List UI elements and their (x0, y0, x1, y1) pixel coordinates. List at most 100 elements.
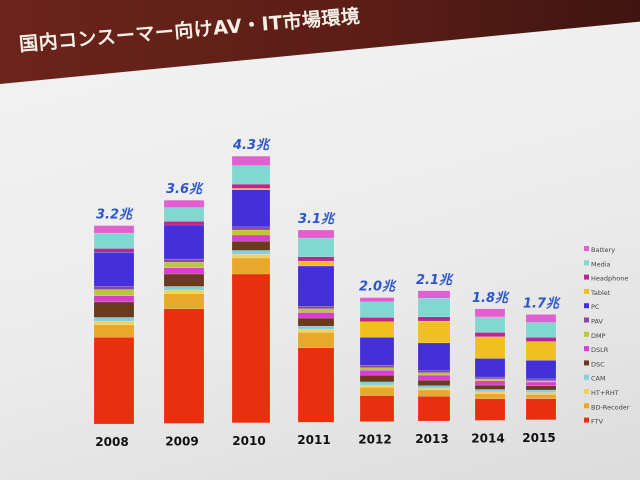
bar-segment-pc-2008 (93, 252, 135, 287)
legend: Battery Media Headphone Tablet PC PAV DMP DSLR D… (584, 246, 630, 426)
legend-label-cam: CAM (591, 375, 606, 383)
bar-segment-headphone-2011 (297, 256, 335, 262)
bar-segment-media-2012 (359, 301, 395, 318)
legend-swatch-pc (584, 303, 589, 309)
bar-segment-tablet-2015 (525, 341, 557, 361)
bar-segment-bd-recoder-2010 (231, 257, 271, 275)
x-tick-label-2008: 2008 (95, 435, 128, 449)
bar-segment-pc-2013 (417, 342, 451, 371)
bar-segment-pc-2015 (525, 360, 557, 380)
bar-segment-bd-recoder-2014 (474, 393, 506, 399)
legend-label-ftv: FTV (591, 418, 604, 426)
total-label-2014: 1.8兆 (472, 290, 510, 306)
bar-segment-dsc-2009 (163, 273, 205, 287)
legend-label-tablet: Tablet (590, 289, 611, 297)
bar-segment-battery-2009 (163, 199, 205, 208)
legend-swatch-media (584, 260, 589, 266)
bar-segment-dsc-2013 (417, 379, 451, 386)
bar-segment-media-2013 (417, 298, 451, 318)
bar-segment-pav-2012 (359, 365, 395, 368)
bar-segment-dslr-2008 (93, 295, 135, 303)
bar-segment-pav-2014 (474, 376, 506, 380)
bar-segment-pav-2010 (231, 226, 271, 231)
bar-segment-ht-rht-2012 (359, 384, 395, 388)
bar-segment-tablet-2013 (417, 321, 451, 344)
bar-segment-cam-2012 (359, 381, 395, 386)
bar-segment-battery-2008 (93, 225, 135, 234)
bar-segment-bd-recoder-2015 (525, 394, 557, 399)
bar-segment-ht-rht-2011 (297, 329, 335, 333)
x-tick-label-2012: 2012 (358, 433, 391, 447)
bar-segment-dmp-2009 (163, 262, 205, 269)
legend-label-headphone: Headphone (591, 275, 628, 283)
bar-segment-dmp-2014 (474, 378, 506, 381)
bar-segment-pc-2011 (297, 265, 335, 307)
x-tick-label-2013: 2013 (415, 432, 448, 446)
legend-swatch-bd-recoder (584, 403, 589, 409)
total-label-2008: 3.2兆 (96, 207, 134, 223)
bar-segment-cam-2010 (231, 250, 271, 255)
bar-segment-dslr-2011 (297, 312, 335, 319)
bar-segment-headphone-2008 (93, 248, 135, 253)
bar-segment-battery-2014 (474, 308, 506, 318)
legend-swatch-ftv (584, 417, 589, 423)
bar-segment-media-2010 (231, 165, 271, 185)
bar-segment-pc-2014 (474, 358, 506, 378)
bar-segment-dsc-2014 (474, 384, 506, 390)
bar-segment-pav-2015 (525, 378, 557, 381)
bar-segment-ht-rht-2014 (474, 391, 506, 394)
bar-segment-battery-2015 (525, 314, 557, 323)
labels-group: 3.2兆 2008 3.6兆 2009 4.3兆 2010 3.1兆 2011 2.0兆 2012… (95, 137, 561, 449)
total-label-2012: 2.0兆 (359, 279, 397, 295)
bar-segment-ht-rht-2008 (93, 320, 135, 326)
legend-label-dslr: DSLR (591, 346, 609, 354)
bar-segment-headphone-2014 (474, 332, 506, 337)
bar-segment-battery-2012 (359, 297, 395, 303)
x-tick-label-2011: 2011 (297, 433, 330, 447)
bar-segment-headphone-2013 (417, 316, 451, 322)
total-label-2009: 3.6兆 (166, 181, 204, 197)
bar-segment-cam-2008 (93, 317, 135, 322)
legend-label-ht-rht: HT+RHT (591, 389, 619, 397)
bar-segment-dslr-2009 (163, 267, 205, 275)
bar-segment-dmp-2013 (417, 372, 451, 376)
bar-segment-battery-2010 (231, 155, 271, 166)
bar-segment-ftv-2010 (231, 273, 271, 424)
bar-segment-ht-rht-2015 (525, 392, 557, 395)
legend-swatch-dmp (584, 331, 589, 337)
bar-segment-dsc-2015 (525, 385, 557, 391)
total-label-2013: 2.1兆 (416, 272, 454, 288)
bar-segment-tablet-2012 (359, 321, 395, 338)
bar-segment-ht-rht-2009 (163, 289, 205, 295)
bar-segment-bd-recoder-2008 (93, 324, 135, 338)
bar-segment-dmp-2012 (359, 367, 395, 371)
bar-segment-dsc-2011 (297, 317, 335, 327)
x-tick-label-2009: 2009 (165, 434, 198, 448)
bar-segment-pav-2008 (93, 286, 135, 290)
bar-segment-pc-2009 (163, 224, 205, 260)
bar-segment-dmp-2008 (93, 289, 135, 296)
bar-segment-ftv-2013 (417, 396, 451, 422)
total-label-2011: 3.1兆 (298, 211, 336, 227)
bar-segment-bd-recoder-2009 (163, 293, 205, 309)
bar-segment-ftv-2012 (359, 395, 395, 422)
bar-segment-dslr-2015 (525, 381, 557, 386)
bar-segment-dsc-2012 (359, 374, 395, 383)
legend-swatch-headphone (584, 274, 589, 280)
bar-segment-ht-rht-2010 (231, 253, 271, 259)
bar-segment-ftv-2009 (163, 308, 205, 424)
legend-swatch-ht-rht (584, 389, 589, 394)
legend-label-dsc: DSC (591, 360, 605, 368)
legend-swatch-battery (584, 246, 589, 251)
total-label-2010: 4.3兆 (232, 137, 271, 153)
bar-segment-headphone-2010 (231, 183, 271, 189)
bar-segment-media-2009 (163, 207, 205, 222)
bar-segment-headphone-2012 (359, 317, 395, 322)
bar-segment-ftv-2015 (525, 398, 557, 421)
bar-segment-pav-2009 (163, 258, 205, 263)
bar-segment-bd-recoder-2011 (297, 332, 335, 348)
bar-segment-tablet-2014 (474, 336, 506, 359)
x-tick-label-2010: 2010 (232, 434, 265, 448)
total-label-2015: 1.7兆 (523, 295, 561, 311)
bar-segment-bd-recoder-2013 (417, 389, 451, 397)
